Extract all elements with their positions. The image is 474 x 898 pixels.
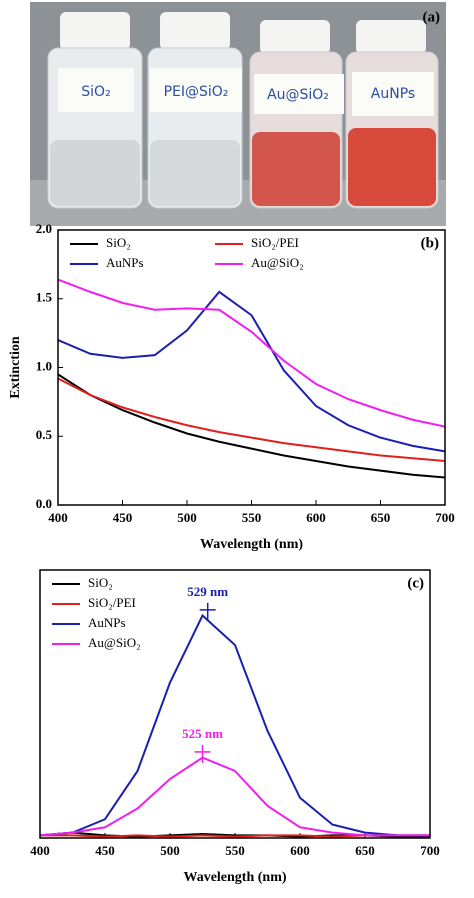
bottle-label: SiO₂ <box>81 84 110 100</box>
x-tick-label: 650 <box>371 510 391 525</box>
x-tick-label: 650 <box>355 843 375 858</box>
plot-frame <box>39 569 431 839</box>
x-tick-label: 600 <box>290 843 310 858</box>
x-tick-label: 550 <box>225 843 245 858</box>
panel-label: (c) <box>407 575 424 591</box>
x-tick-label: 550 <box>242 510 262 525</box>
series-line <box>40 756 430 837</box>
y-tick-label: 0.5 <box>36 427 53 442</box>
x-tick-label: 600 <box>306 510 326 525</box>
series-line <box>58 373 445 479</box>
plot-frame <box>57 229 446 506</box>
x-tick-label: 500 <box>160 843 180 858</box>
x-axis-title: Wavelength (nm) <box>183 870 286 885</box>
x-tick-label: 400 <box>48 510 68 525</box>
series-line <box>58 278 445 428</box>
x-tick-label: 400 <box>30 843 50 858</box>
bottle-label: PEI@SiO₂ <box>164 84 229 100</box>
y-tick-label: 1.5 <box>36 290 53 305</box>
panel-label: (b) <box>421 235 439 251</box>
x-tick-label: 700 <box>435 510 455 525</box>
series-line <box>58 290 445 453</box>
x-tick-label: 500 <box>177 510 197 525</box>
legend-label: Au@SiO₂ <box>251 255 304 270</box>
series-line <box>40 613 430 837</box>
bottle-label: AuNPs <box>371 86 415 102</box>
panel-label: (a) <box>423 9 441 25</box>
y-axis-title: Extinction <box>8 336 23 398</box>
legend-label: Au@SiO₂ <box>88 635 141 650</box>
legend-label: SiO₂ <box>88 575 113 590</box>
bottle <box>345 20 439 209</box>
y-tick-label: 0.0 <box>36 496 52 511</box>
x-axis-title: Wavelength (nm) <box>200 537 303 552</box>
legend-label: SiO₂/PEI <box>251 235 299 250</box>
series-line <box>58 377 445 462</box>
bottle <box>249 20 344 209</box>
legend-label: SiO₂/PEI <box>88 595 136 610</box>
x-tick-label: 700 <box>420 843 440 858</box>
y-tick-label: 1.0 <box>36 358 52 373</box>
x-tick-label: 450 <box>113 510 133 525</box>
bottle <box>147 12 243 209</box>
peak-annotation: 525 nm <box>182 726 223 741</box>
bottle <box>47 12 143 209</box>
legend-label: SiO₂ <box>106 235 131 250</box>
legend-label: AuNPs <box>88 615 126 630</box>
photo: SiO₂ PEI@SiO₂ Au@SiO₂ AuNPs (a) <box>30 2 446 226</box>
peak-annotation: 529 nm <box>187 584 228 599</box>
y-tick-label: 2.0 <box>36 221 52 236</box>
x-tick-label: 450 <box>95 843 115 858</box>
bottle-label: Au@SiO₂ <box>267 87 329 103</box>
legend-label: AuNPs <box>106 255 144 270</box>
